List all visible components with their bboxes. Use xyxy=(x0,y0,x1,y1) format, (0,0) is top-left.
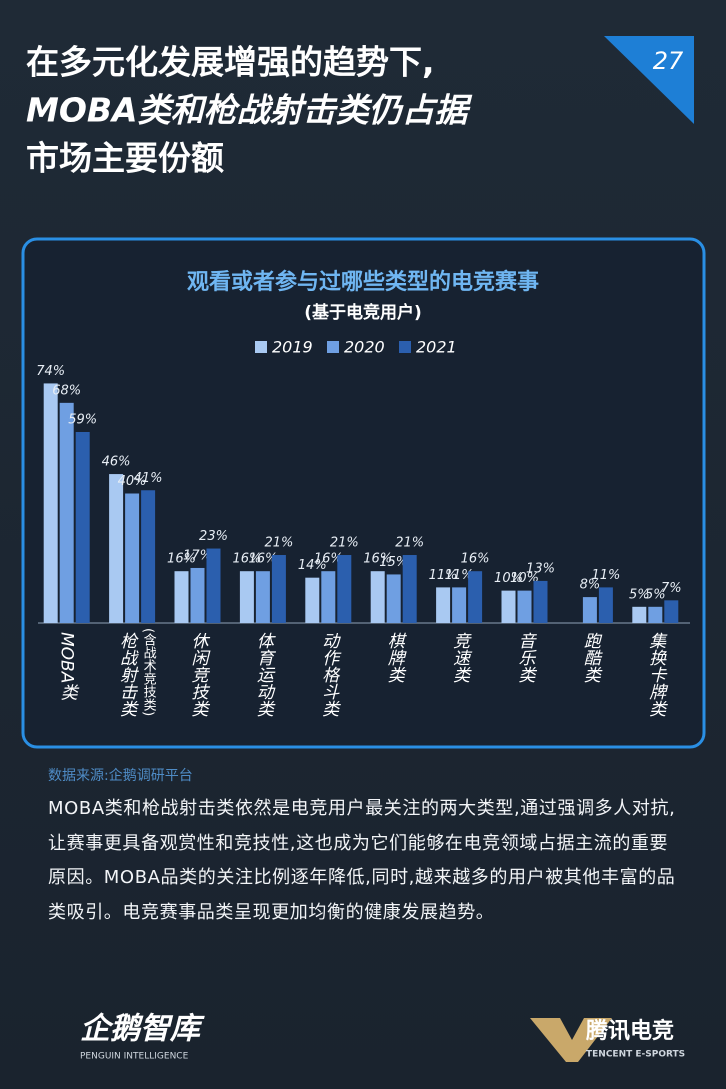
x-tick-label: 休闲竞技类 xyxy=(188,632,209,717)
value-label: 40% xyxy=(118,474,147,489)
bar xyxy=(125,493,140,623)
x-tick-label: 动作格斗类 xyxy=(318,632,339,717)
x-tick-label: 体育运动类 xyxy=(253,632,274,717)
value-label: 74% xyxy=(36,364,65,379)
bar xyxy=(632,606,647,623)
title-line: 市场主要份额 xyxy=(26,139,224,178)
bar xyxy=(370,571,385,623)
right-logo: 腾讯电竞 xyxy=(586,1018,674,1044)
value-label: 16% xyxy=(167,552,196,567)
legend-label: 2019 xyxy=(272,338,313,357)
x-tick-note: (含战术竞技类) xyxy=(141,628,157,716)
value-label: 16% xyxy=(363,552,392,567)
value-label: 17% xyxy=(183,548,212,563)
x-tick-label: MOBA类 xyxy=(57,632,78,700)
value-label: 16% xyxy=(461,552,490,567)
bar xyxy=(75,431,90,623)
bar xyxy=(305,577,320,623)
bar xyxy=(337,555,352,623)
bar xyxy=(174,571,189,623)
title-line: MOBA类和枪战射击类仍占据 xyxy=(26,91,473,130)
legend-swatch xyxy=(399,341,411,353)
value-label: 46% xyxy=(102,455,131,470)
bar xyxy=(386,574,401,623)
x-tick-label: 集换卡牌类 xyxy=(645,632,666,717)
legend-label: 2021 xyxy=(416,338,457,357)
value-label: 16% xyxy=(232,552,261,567)
value-label: 5% xyxy=(645,587,666,602)
value-label: 11% xyxy=(429,568,458,583)
value-label: 41% xyxy=(134,471,163,486)
chart-title: 观看或者参与过哪些类型的电竞赛事 xyxy=(187,269,539,295)
value-label: 15% xyxy=(379,555,408,570)
right-logo-icon xyxy=(530,1018,612,1062)
value-label: 13% xyxy=(526,561,555,576)
x-tick-label: 跑酷类 xyxy=(580,632,601,683)
value-label: 16% xyxy=(314,552,343,567)
x-tick-label: 棋牌类 xyxy=(384,632,405,683)
legend-label: 2020 xyxy=(344,338,385,357)
bar xyxy=(239,571,254,623)
bar xyxy=(190,567,205,623)
bar xyxy=(468,571,483,623)
title-line: 在多元化发展增强的趋势下, xyxy=(26,43,435,82)
bar xyxy=(255,571,270,623)
value-label: 10% xyxy=(510,571,539,586)
x-tick-label: 竞速类 xyxy=(449,632,470,683)
value-label: 14% xyxy=(298,558,327,573)
x-tick-label: 枪战射击类 xyxy=(116,632,137,717)
bar xyxy=(59,402,74,623)
value-label: 21% xyxy=(264,536,293,551)
left-logo-sub: PENGUIN INTELLIGENCE xyxy=(80,1052,189,1062)
value-label: 68% xyxy=(52,383,81,398)
value-label: 10% xyxy=(494,571,523,586)
bar xyxy=(533,580,548,623)
bar xyxy=(517,590,532,623)
value-label: 23% xyxy=(199,529,228,544)
value-label: 16% xyxy=(248,552,277,567)
bar xyxy=(598,587,613,623)
value-label: 21% xyxy=(330,536,359,551)
bar xyxy=(141,490,156,623)
bar xyxy=(109,474,124,623)
x-tick-label: 音乐类 xyxy=(515,632,536,683)
value-label: 21% xyxy=(395,536,424,551)
bar xyxy=(206,548,221,623)
bar xyxy=(402,555,417,623)
bar xyxy=(582,597,597,623)
value-label: 5% xyxy=(629,587,650,602)
bar xyxy=(452,587,467,623)
bar xyxy=(436,587,451,623)
bar xyxy=(321,571,336,623)
value-label: 59% xyxy=(68,412,97,427)
value-label: 7% xyxy=(661,581,682,596)
right-logo-sub: TENCENT E-SPORTS xyxy=(586,1050,685,1060)
body-paragraph: MOBA类和枪战射击类依然是电竞用户最关注的两大类型,通过强调多人对抗,让赛事更… xyxy=(48,798,676,923)
page-number-badge xyxy=(604,36,694,124)
value-label: 11% xyxy=(445,568,474,583)
bar xyxy=(648,606,663,623)
bar xyxy=(501,590,516,623)
value-label: 11% xyxy=(591,568,620,583)
bar xyxy=(43,383,58,623)
chart-subtitle: (基于电竞用户) xyxy=(304,302,422,323)
legend-swatch xyxy=(255,341,267,353)
source: 数据来源:企鹅调研平台 xyxy=(48,767,193,784)
left-logo: 企鹅智库 xyxy=(80,1012,205,1047)
bar xyxy=(664,600,679,623)
legend-swatch xyxy=(327,341,339,353)
page-number: 27 xyxy=(653,47,684,75)
bar xyxy=(271,555,286,623)
value-label: 8% xyxy=(580,578,601,593)
